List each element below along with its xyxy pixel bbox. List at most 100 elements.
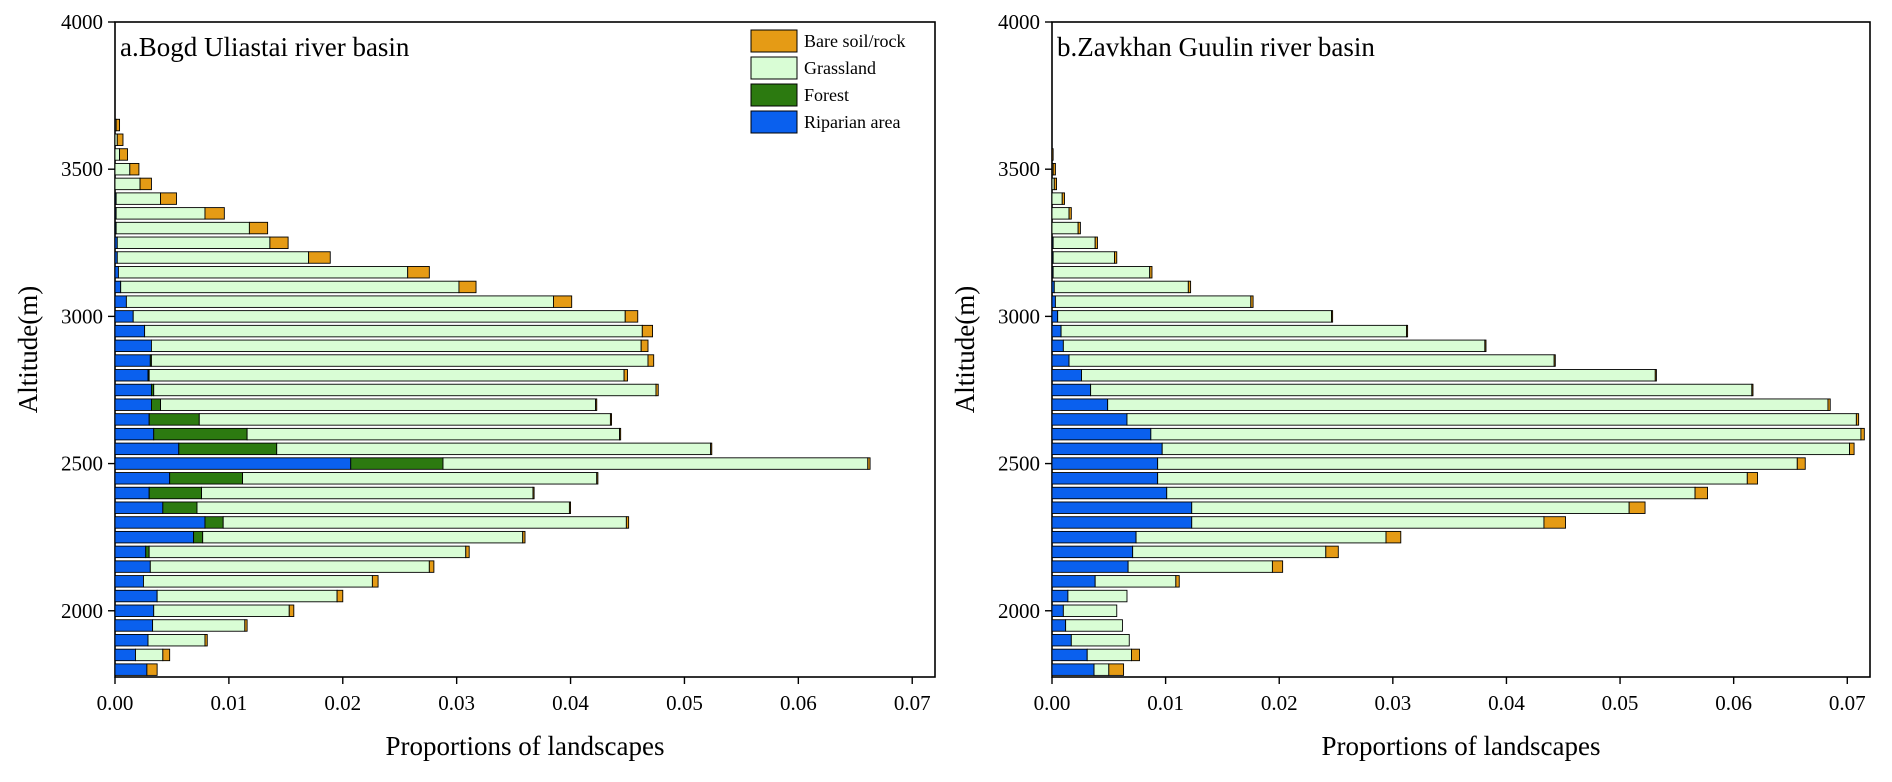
bar-segment-bare <box>1331 310 1334 323</box>
bar-segment-riparian <box>114 634 149 647</box>
bar-segment-riparian <box>114 663 148 676</box>
bar-segment-grass <box>1094 575 1177 588</box>
bar-segment-riparian <box>114 648 136 662</box>
bar-segment-grass <box>246 427 620 441</box>
bar-segment-bare <box>116 133 124 146</box>
x-tick-label: 0.01 <box>1147 691 1184 715</box>
bar-segment-bare <box>371 575 379 588</box>
bar-segment-bare <box>407 266 430 279</box>
bar-segment-bare <box>1628 501 1646 514</box>
bar-segment-bare <box>458 280 477 294</box>
bar-segment-riparian <box>1051 339 1064 353</box>
legend-label-bare: Bare soil/rock <box>804 31 905 51</box>
y-tick-label: 2000 <box>61 599 103 623</box>
bar-segment-grass <box>1107 398 1829 411</box>
bar-segment-forest <box>350 457 444 470</box>
bar-segment-bare <box>1746 472 1758 485</box>
bar-segment-bare <box>1827 398 1831 411</box>
bar-segment-grass <box>147 634 206 647</box>
bar-segment-riparian <box>1051 324 1062 338</box>
bar-segment-bare <box>115 118 121 132</box>
bar-segment-bare <box>655 383 659 397</box>
bar-segment-riparian <box>114 354 151 367</box>
x-axis-title: Proportions of landscapes <box>1322 731 1601 761</box>
bar-segment-grass <box>156 589 338 603</box>
bar-segment-grass <box>1051 192 1063 205</box>
bar-segment-grass <box>149 560 430 573</box>
bar-segment-riparian <box>1051 663 1095 676</box>
bar-segment-riparian <box>1051 442 1163 456</box>
bar-segment-bare <box>1385 530 1402 544</box>
bar-segment-grass <box>1081 369 1656 382</box>
bar-segment-bare <box>336 589 344 603</box>
bars-group <box>114 118 871 676</box>
bar-segment-bare <box>625 516 630 529</box>
bar-segment-bare <box>162 648 171 662</box>
bar-segment-grass <box>1067 589 1128 603</box>
bar-segment-grass <box>120 280 460 294</box>
bar-segment-bare <box>1860 427 1865 441</box>
bar-segment-grass <box>1062 339 1486 353</box>
x-tick-label: 0.00 <box>97 691 134 715</box>
bar-segment-grass <box>153 604 290 617</box>
panel-title: b.Zavkhan Guulin river basin <box>1057 32 1375 62</box>
bar-segment-bare <box>308 251 331 264</box>
legend-swatch-grassland <box>750 56 798 80</box>
y-tick-label: 4000 <box>61 10 103 34</box>
bar-segment-riparian <box>1051 486 1168 500</box>
bar-segment-bare <box>1325 545 1339 559</box>
bar-segment-grass <box>1051 221 1079 235</box>
bar-segment-bare <box>204 207 225 220</box>
bar-segment-forest <box>169 472 244 485</box>
bar-segment-forest <box>150 398 162 411</box>
y-tick-label: 3000 <box>61 304 103 328</box>
bar-segment-bare <box>288 604 295 617</box>
bar-segment-bare <box>146 663 158 676</box>
bar-segment-riparian <box>114 324 146 338</box>
x-axis-title: Proportions of landscapes <box>386 731 665 761</box>
bar-segment-riparian <box>1051 369 1082 382</box>
bar-segment-riparian <box>1051 545 1134 559</box>
bar-segment-grass <box>115 192 162 205</box>
bar-segment-bare <box>1250 295 1254 308</box>
bar-segment-riparian <box>1051 648 1088 662</box>
bar-segment-riparian <box>1051 398 1109 411</box>
bar-segment-riparian <box>1051 295 1056 308</box>
bar-segment-bare <box>1061 192 1065 205</box>
x-tick-label: 0.03 <box>1374 691 1411 715</box>
bar-segment-riparian <box>114 575 144 588</box>
bar-segment-forest <box>204 516 224 529</box>
bar-segment-riparian <box>114 295 127 308</box>
bar-segment-riparian <box>114 604 155 617</box>
bar-segment-bare <box>465 545 470 559</box>
x-tick-label: 0.07 <box>894 691 931 715</box>
bar-segment-grass <box>114 177 141 191</box>
bar-segment-riparian <box>1051 619 1067 632</box>
bar-segment-bare <box>623 369 628 382</box>
bar-segment-grass <box>1093 663 1110 676</box>
bar-segment-riparian <box>114 530 195 544</box>
bar-segment-bare <box>609 413 613 426</box>
bar-segment-forest <box>148 486 203 500</box>
bar-segment-bare <box>1751 383 1754 397</box>
bar-segment-riparian <box>114 472 171 485</box>
bar-segment-grass <box>132 310 626 323</box>
bar-segment-grass <box>115 207 206 220</box>
y-axis-title: Altitude(m) <box>13 286 43 413</box>
bar-segment-bare <box>553 295 573 308</box>
bar-segment-riparian <box>114 486 150 500</box>
legend-swatch-bare <box>750 29 798 53</box>
bar-segment-bare <box>269 236 289 249</box>
bar-segment-bare <box>641 324 654 338</box>
bar-segment-riparian <box>114 413 150 426</box>
bar-segment-riparian <box>1051 589 1069 603</box>
bar-segment-grass <box>1157 457 1798 470</box>
bar-segment-riparian <box>114 619 154 632</box>
bar-segment-bare <box>1543 516 1566 529</box>
y-tick-label: 2000 <box>998 599 1040 623</box>
x-tick-label: 0.07 <box>1829 691 1866 715</box>
bar-segment-bare <box>1077 221 1081 235</box>
bar-segment-bare <box>1108 663 1125 676</box>
bar-segment-grass <box>1090 383 1753 397</box>
bar-segment-grass <box>1051 207 1070 220</box>
